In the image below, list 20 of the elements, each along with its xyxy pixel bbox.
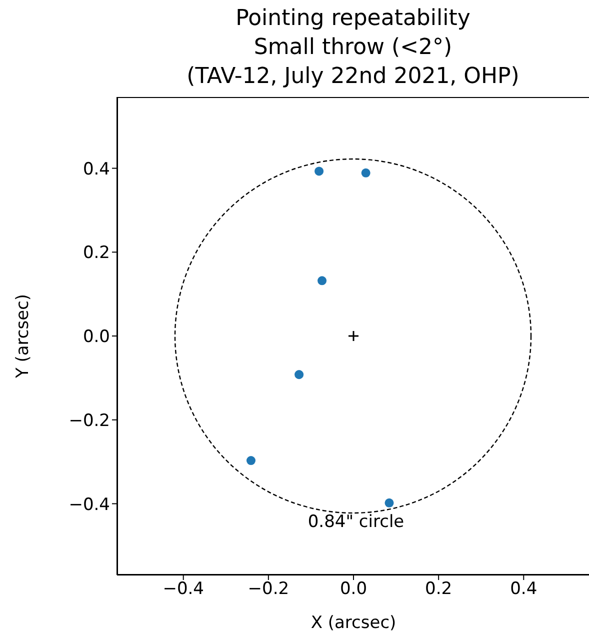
- x-tick-label: −0.4: [162, 579, 204, 600]
- y-tick-label: −0.2: [68, 410, 110, 431]
- x-tick-label: −0.2: [248, 579, 290, 600]
- y-tick-label: 0.4: [82, 159, 110, 180]
- point: [294, 370, 304, 380]
- point: [318, 276, 327, 286]
- x-tick-label: 0.4: [510, 579, 538, 600]
- y-tick-label: 0.2: [82, 243, 110, 264]
- annotation: 0.84" circle: [306, 511, 406, 533]
- x-tick-label: 0.0: [340, 579, 368, 600]
- y-tick-label: −0.4: [68, 494, 110, 515]
- y-tick-label: 0.0: [82, 327, 110, 348]
- x-tick-label: 0.2: [425, 579, 452, 600]
- y-axis-title: Y (arcsec): [13, 294, 34, 380]
- chart-title: Pointing repeatability Small throw (<2°) (TAV-12, July 22nd 2021, OHP): [186, 5, 520, 91]
- x-axis-title: X (arcsec): [310, 613, 396, 633]
- point: [384, 498, 394, 508]
- point: [361, 168, 370, 178]
- point: [314, 166, 324, 176]
- point: [246, 456, 256, 466]
